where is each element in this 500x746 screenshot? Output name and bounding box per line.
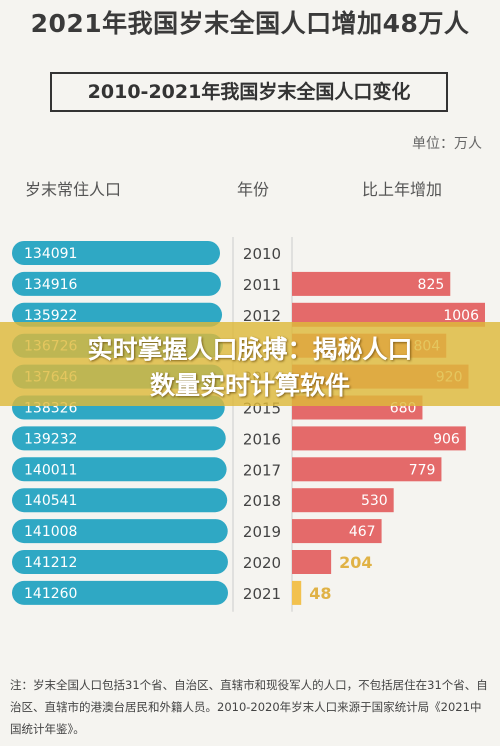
year-label: 2010 <box>243 245 281 263</box>
year-label: 2018 <box>243 492 281 510</box>
increase-label: 204 <box>339 553 372 572</box>
population-bar <box>12 488 228 513</box>
population-label: 140011 <box>24 462 77 478</box>
column-header-population: 岁末常住人口 <box>25 180 122 199</box>
population-label: 134091 <box>24 246 77 262</box>
year-label: 2016 <box>243 430 281 448</box>
increase-label: 779 <box>409 462 436 478</box>
year-label: 2021 <box>243 585 281 603</box>
population-label: 141008 <box>24 524 77 540</box>
increase-label: 1006 <box>443 308 479 324</box>
population-bar <box>12 302 223 327</box>
year-label: 2017 <box>243 461 281 479</box>
population-bar <box>12 271 221 296</box>
population-label: 134916 <box>24 277 78 293</box>
population-label: 141260 <box>24 586 77 602</box>
population-label: 141212 <box>24 555 77 571</box>
year-label: 2019 <box>243 523 281 541</box>
increase-bar <box>292 488 394 513</box>
banner-line-2: 数量实时计算软件 <box>149 371 350 400</box>
population-bar <box>12 426 226 451</box>
footnote: 注：岁末全国人口包括31个省、自治区、直辖市和现役军人的人口，不包括居住在31个… <box>10 678 488 736</box>
overlay-banner: 实时掌握人口脉搏：揭秘人口 数量实时计算软件 <box>0 322 500 406</box>
increase-bar <box>292 426 466 451</box>
headline: 2021年我国岁末全国人口增加48万人 <box>30 9 470 38</box>
year-label: 2011 <box>243 276 281 294</box>
column-header-year: 年份 <box>237 180 270 199</box>
increase-bar <box>292 550 332 574</box>
increase-label: 825 <box>418 277 445 293</box>
increase-label: 906 <box>433 431 460 447</box>
increase-label: 48 <box>309 584 331 603</box>
year-label: 2012 <box>243 307 281 325</box>
population-bar <box>12 580 228 605</box>
increase-bar <box>292 580 302 605</box>
increase-bar <box>292 271 451 296</box>
population-bar <box>12 457 227 482</box>
population-label: 140541 <box>24 493 77 509</box>
column-header-increase: 比上年增加 <box>362 180 443 199</box>
population-label: 139232 <box>24 431 77 447</box>
increase-bar <box>292 457 442 482</box>
banner-line-1: 实时掌握人口脉搏：揭秘人口 <box>87 335 413 364</box>
population-label: 135922 <box>24 308 77 324</box>
unit-label: 单位：万人 <box>412 136 482 152</box>
increase-label: 467 <box>349 524 376 540</box>
population-bar <box>12 550 228 574</box>
year-label: 2020 <box>243 554 281 572</box>
population-bar <box>12 519 228 544</box>
increase-label: 530 <box>361 493 388 509</box>
population-bar <box>12 241 220 265</box>
increase-bar <box>292 519 382 544</box>
chart-title: 2010-2021年我国岁末全国人口变化 <box>50 72 448 112</box>
